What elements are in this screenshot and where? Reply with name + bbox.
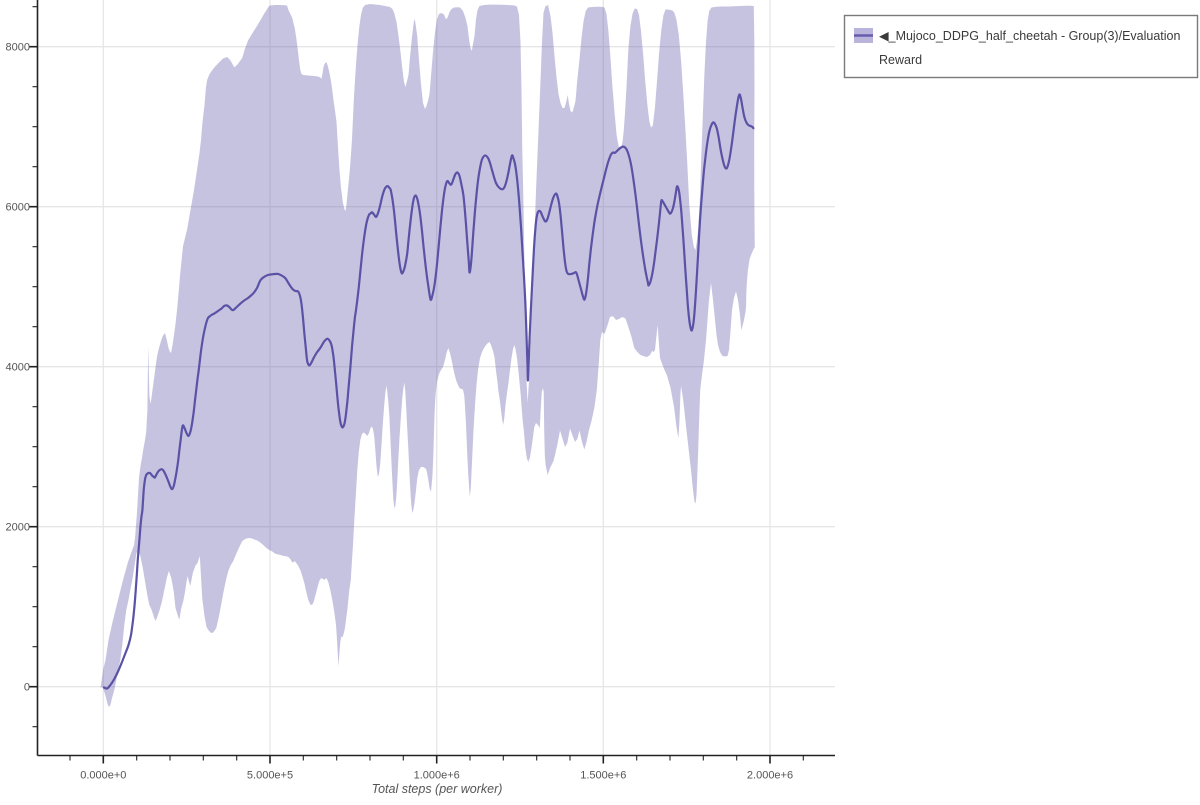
svg-text:1.500e+6: 1.500e+6	[580, 770, 626, 782]
svg-text:1.000e+6: 1.000e+6	[414, 770, 460, 782]
svg-text:0: 0	[24, 682, 30, 694]
svg-text:2.000e+6: 2.000e+6	[747, 770, 793, 782]
svg-text:4000: 4000	[6, 362, 30, 374]
svg-text:8000: 8000	[6, 42, 30, 54]
svg-text:2000: 2000	[6, 522, 30, 534]
svg-text:◀_Mujoco_DDPG_half_cheetah - G: ◀_Mujoco_DDPG_half_cheetah - Group(3)/Ev…	[879, 29, 1180, 43]
svg-text:0.000e+0: 0.000e+0	[80, 770, 126, 782]
svg-text:5.000e+5: 5.000e+5	[247, 770, 293, 782]
svg-text:Reward: Reward	[879, 53, 922, 67]
svg-text:6000: 6000	[6, 202, 30, 214]
svg-text:Total steps (per worker): Total steps (per worker)	[372, 782, 503, 796]
